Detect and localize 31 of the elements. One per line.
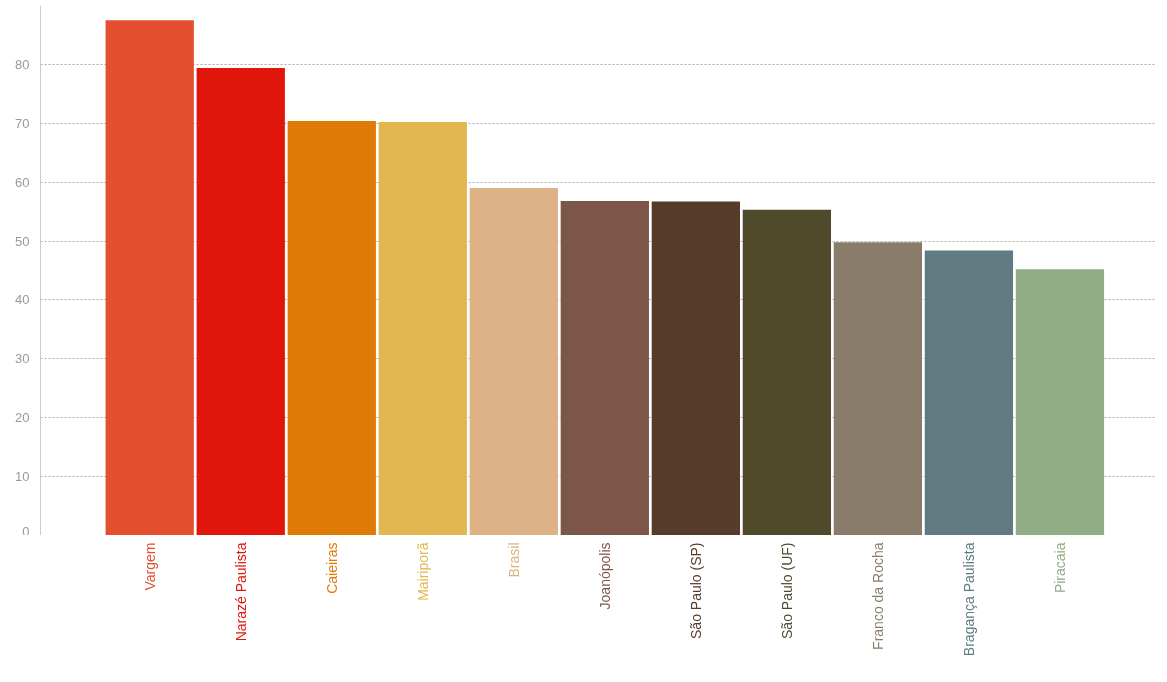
bar: [560, 201, 649, 535]
x-tick-label: Franco da Rocha: [869, 542, 886, 650]
x-tick-label: Brasil: [505, 542, 522, 578]
x-tick-label: Bragança Paulista: [960, 542, 977, 657]
x-tick-label: Piracaia: [1051, 542, 1068, 594]
x-tick-label: Joanópolis: [596, 542, 613, 610]
y-tick-label: 30: [15, 351, 30, 367]
x-tick-label: Narazé Paulista: [232, 542, 249, 642]
bar: [833, 242, 923, 535]
y-tick-label: 60: [15, 174, 30, 190]
x-tick-label: São Paulo (SP): [687, 542, 704, 639]
bar: [287, 120, 376, 535]
y-tick-label: 40: [15, 292, 30, 308]
bar: [742, 209, 832, 535]
bar: [378, 122, 467, 535]
x-tick-label: São Paulo (UF): [778, 542, 795, 639]
bar: [469, 188, 558, 535]
x-tick-label: Caieiras: [323, 542, 340, 594]
y-tick-label: 10: [15, 469, 30, 485]
x-tick-label: Mairiporã: [414, 542, 431, 601]
y-tick-label: 20: [15, 410, 30, 426]
y-tick-label: 70: [15, 115, 30, 131]
y-tick-label: 0: [22, 523, 30, 539]
y-tick-label: 80: [15, 56, 30, 72]
bar: [651, 201, 740, 535]
bar: [105, 20, 194, 535]
y-tick-label: 50: [15, 233, 30, 249]
x-tick-label: Vargem: [141, 542, 158, 591]
bar: [1015, 269, 1105, 535]
bar: [924, 250, 1014, 535]
bar: [196, 67, 285, 535]
